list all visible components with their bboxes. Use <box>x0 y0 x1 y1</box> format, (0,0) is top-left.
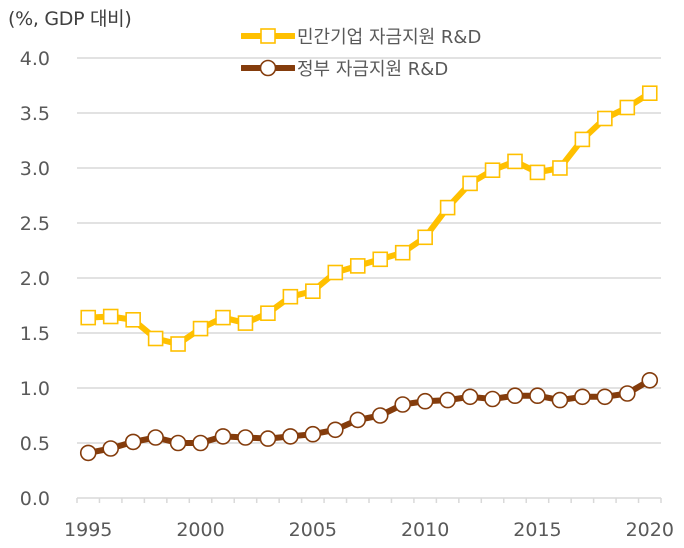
data-point-square <box>507 153 523 170</box>
data-point-square <box>484 162 501 178</box>
y-tick-label: 2.5 <box>20 213 50 235</box>
data-point-square <box>170 336 186 352</box>
x-tick-label: 2020 <box>626 519 674 541</box>
data-point-square <box>282 288 299 305</box>
legend-item-private: 민간기업 자금지원 R&D <box>241 20 481 52</box>
y-tick-label: 4.0 <box>20 48 50 70</box>
data-point-circle <box>439 391 456 409</box>
data-point-circle <box>304 425 322 443</box>
data-point-square <box>462 175 478 192</box>
y-tick-label: 0.5 <box>20 433 50 455</box>
data-point-square <box>529 164 546 181</box>
data-point-square <box>215 309 231 326</box>
y-axis-unit-label: (%, GDP 대비) <box>8 8 132 30</box>
legend-item-government: 정부 자금지원 R&D <box>241 52 481 84</box>
data-point-circle <box>147 429 164 446</box>
data-point-circle <box>619 385 636 402</box>
legend-label-government: 정부 자금지원 R&D <box>297 59 449 80</box>
data-point-circle <box>169 434 187 452</box>
data-point-square <box>574 131 591 148</box>
data-point-square <box>417 229 433 246</box>
data-point-square <box>102 308 119 325</box>
y-axis-ticks: 0.0 0.5 1.0 1.5 2.0 2.5 3.0 3.5 4.0 <box>20 48 50 510</box>
data-point-circle <box>79 444 97 462</box>
x-tick-label: 2010 <box>401 519 449 541</box>
data-point-square <box>305 283 321 300</box>
y-tick-label: 0.0 <box>20 488 50 510</box>
x-tick-label: 2000 <box>176 519 224 541</box>
data-point-circle <box>461 388 479 406</box>
data-point-square <box>147 330 164 347</box>
data-point-circle <box>416 392 434 410</box>
data-point-circle <box>641 371 659 389</box>
data-point-square <box>394 244 411 261</box>
data-point-square <box>641 85 658 101</box>
data-point-circle <box>529 387 546 405</box>
data-point-circle <box>237 429 254 446</box>
data-point-circle <box>574 388 591 406</box>
data-point-circle <box>349 411 367 429</box>
x-axis: 1995 2000 2005 2010 2015 2020 <box>64 497 674 541</box>
data-point-square <box>439 199 456 216</box>
data-point-square <box>125 311 141 328</box>
data-point-circle <box>484 390 501 408</box>
data-point-square <box>597 110 613 127</box>
data-point-circle <box>596 388 614 406</box>
series-line <box>85 90 653 347</box>
data-point-square <box>80 309 97 326</box>
y-tick-label: 2.0 <box>20 268 50 290</box>
y-tick-label: 3.0 <box>20 158 50 180</box>
data-point-circle <box>551 391 569 409</box>
y-tick-label: 1.0 <box>20 378 50 400</box>
data-point-square <box>552 160 568 176</box>
y-tick-label: 1.5 <box>20 323 50 345</box>
data-point-circle <box>394 396 411 413</box>
gridlines <box>77 57 661 444</box>
data-point-circle <box>259 430 277 447</box>
series-government <box>79 371 659 462</box>
y-tick-label: 3.5 <box>20 103 50 125</box>
data-point-square <box>349 258 366 274</box>
x-tick-label: 2015 <box>513 519 561 541</box>
data-point-circle <box>282 428 299 445</box>
data-point-circle <box>102 440 119 457</box>
legend-circle-marker-icon <box>241 59 295 77</box>
x-tick-label: 2005 <box>289 519 337 541</box>
data-point-square <box>327 264 344 281</box>
x-tick-label: 1995 <box>64 519 112 541</box>
data-point-circle <box>371 407 389 424</box>
data-point-circle <box>124 433 142 451</box>
data-point-square <box>192 320 209 337</box>
data-point-circle <box>506 387 524 405</box>
data-point-circle <box>214 428 232 445</box>
series-group <box>79 85 659 462</box>
data-point-square <box>619 99 636 116</box>
legend-label-private: 민간기업 자금지원 R&D <box>297 27 482 48</box>
data-point-square <box>372 251 389 268</box>
data-point-square <box>237 315 254 331</box>
data-point-circle <box>192 434 209 452</box>
legend-square-marker-icon <box>241 28 295 44</box>
legend: 민간기업 자금지원 R&D 정부 자금지원 R&D <box>241 20 481 84</box>
data-point-square <box>260 305 276 322</box>
data-point-circle <box>327 421 344 439</box>
series-private <box>80 85 658 352</box>
